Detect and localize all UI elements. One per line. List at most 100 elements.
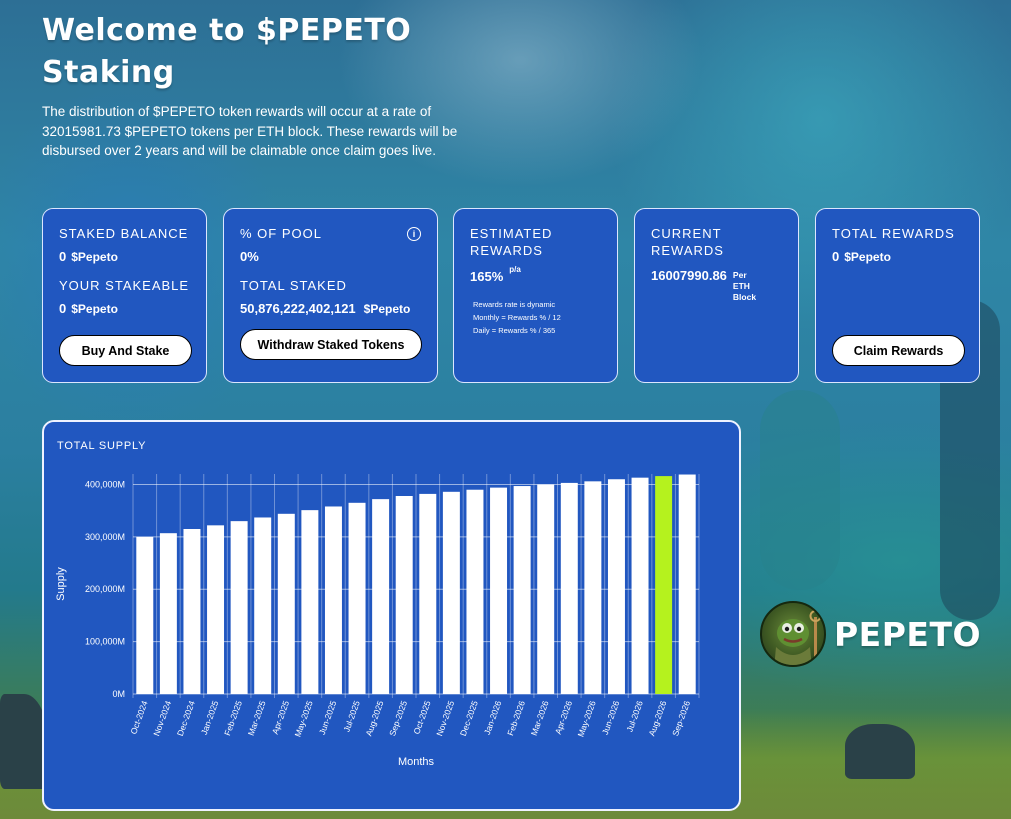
- x-tick-label: Aug-2025: [363, 699, 385, 737]
- chart-bar: [537, 484, 555, 694]
- chart-bar: [183, 529, 201, 694]
- chart-bar: [254, 517, 272, 694]
- chart-bar: [324, 506, 342, 694]
- chart-bar: [372, 499, 390, 694]
- brand: PEPETO: [760, 601, 981, 667]
- stakeable-amount: 0: [59, 301, 67, 316]
- total-supply-chart-card: TOTAL SUPPLY 0M 100,000M 200,000M 300,000M 4…: [42, 420, 741, 811]
- total-rewards-label: Total Rewards: [832, 226, 955, 241]
- chart-bar: [631, 477, 649, 694]
- x-tick-label: Sep-2025: [387, 699, 409, 737]
- y-tick-label: 200,000M: [85, 584, 125, 594]
- rewards-note-dynamic: Rewards rate is dynamic: [473, 300, 556, 309]
- rewards-note-monthly: Monthly = Rewards % / 12: [473, 313, 561, 322]
- chart-bar: [678, 474, 696, 694]
- current-rewards-per-block: Per ETH Block: [733, 270, 756, 303]
- estimated-rewards-label-line2: Rewards: [470, 243, 543, 258]
- page-title: Welcome to $PEPETO Staking: [42, 10, 411, 94]
- chart-bar: [466, 489, 484, 694]
- total-rewards-amount: 0: [832, 249, 840, 264]
- current-rewards-label-line2: Rewards: [651, 243, 724, 258]
- background-column: [760, 390, 840, 590]
- current-rewards-card: Current Rewards 16007990.86 Per ETH Bloc…: [634, 208, 799, 383]
- stakeable-label: Your Stakeable: [59, 278, 190, 293]
- page-title-line1: Welcome to $PEPETO: [42, 13, 412, 48]
- total-rewards-value: 0 $Pepeto: [832, 249, 963, 264]
- staked-balance-label: Staked Balance: [59, 226, 189, 241]
- chart-bar: [230, 521, 248, 694]
- x-tick-label: May-2026: [575, 699, 597, 738]
- chart-bar: [277, 513, 295, 694]
- x-tick-label: Sep-2026: [670, 699, 692, 737]
- y-tick-label: 300,000M: [85, 532, 125, 542]
- x-tick-label: Apr-2025: [270, 699, 291, 736]
- background-rock: [0, 694, 48, 789]
- x-tick-label: Oct-2024: [128, 699, 149, 736]
- page-title-line2: Staking: [42, 55, 175, 90]
- chart-bar: [513, 486, 531, 694]
- chart-bar: [560, 482, 578, 694]
- x-tick-label: Jan-2026: [482, 699, 504, 736]
- pool-card: % of Pool i 0% Total Staked 50,876,222,4…: [223, 208, 438, 383]
- chart-bar: [584, 481, 602, 694]
- chart-bar: [159, 533, 177, 694]
- chart-title: TOTAL SUPPLY: [57, 440, 147, 452]
- x-tick-label: Feb-2026: [505, 699, 527, 737]
- estimated-rewards-suffix: p/a: [509, 265, 521, 274]
- chart-bar: [442, 491, 460, 694]
- y-tick-label: 100,000M: [85, 637, 125, 647]
- page-description: The distribution of $PEPETO token reward…: [42, 104, 458, 158]
- x-tick-label: Feb-2025: [222, 699, 244, 737]
- stakeable-unit: $Pepeto: [71, 302, 118, 316]
- x-tick-label: Apr-2026: [553, 699, 574, 736]
- x-tick-label: Nov-2024: [151, 699, 173, 737]
- staked-balance-card: Staked Balance 0 $Pepeto Your Stakeable 0…: [42, 208, 207, 383]
- current-rewards-value-row: 16007990.86 Per ETH Block: [651, 268, 782, 303]
- estimated-rewards-value: 165% p/a: [470, 265, 601, 284]
- y-tick-label: 400,000M: [85, 479, 125, 489]
- current-rewards-value: 16007990.86: [651, 268, 727, 283]
- claim-rewards-button[interactable]: Claim Rewards: [832, 335, 965, 366]
- stakeable-value: 0 $Pepeto: [59, 301, 190, 316]
- staked-balance-unit: $Pepeto: [71, 250, 118, 264]
- x-tick-label: Jun-2026: [600, 699, 622, 736]
- chart-bar: [490, 487, 508, 694]
- total-supply-chart: 0M 100,000M 200,000M 300,000M 400,000M Oct-20…: [55, 474, 700, 768]
- info-icon[interactable]: i: [407, 227, 421, 241]
- brand-name: PEPETO: [834, 614, 982, 654]
- x-axis-label: Months: [398, 756, 435, 768]
- total-staked-value: 50,876,222,402,121 $Pepeto: [240, 301, 421, 316]
- x-tick-label: May-2025: [292, 699, 314, 738]
- current-rewards-label: Current Rewards: [651, 225, 782, 259]
- chart-bar: [348, 502, 366, 694]
- rewards-rate-notes: Rewards rate is dynamic Monthly = Reward…: [473, 298, 601, 337]
- per-label: Per: [732, 270, 747, 280]
- buy-and-stake-button[interactable]: Buy And Stake: [59, 335, 192, 366]
- total-staked-amount: 50,876,222,402,121: [240, 301, 356, 316]
- chart-bar: [607, 479, 625, 694]
- estimated-rewards-percent: 165%: [470, 269, 504, 284]
- withdraw-staked-tokens-button[interactable]: Withdraw Staked Tokens: [240, 329, 422, 360]
- x-tick-label: Dec-2024: [175, 699, 197, 737]
- eth-label: ETH: [732, 281, 750, 291]
- total-rewards-card: Total Rewards 0 $Pepeto Claim Rewards: [815, 208, 980, 383]
- x-tick-label: Oct-2025: [411, 699, 432, 736]
- x-tick-label: Jan-2025: [199, 699, 221, 736]
- x-tick-label: Jun-2025: [317, 699, 339, 736]
- x-tick-label: Dec-2025: [458, 699, 480, 737]
- chart-bar: [301, 510, 319, 694]
- estimated-rewards-label: Estimated Rewards: [470, 225, 601, 259]
- y-axis-label: Supply: [55, 567, 67, 601]
- x-tick-label: Aug-2026: [646, 699, 668, 737]
- current-rewards-label-line1: Current: [651, 226, 722, 241]
- estimated-rewards-label-line1: Estimated: [470, 226, 553, 241]
- pepe-logo-icon: [760, 601, 826, 667]
- total-staked-label: Total Staked: [240, 278, 347, 293]
- pool-percent-label: % of Pool: [240, 226, 322, 241]
- staked-balance-value: 0 $Pepeto: [59, 249, 190, 264]
- background-rock: [845, 724, 915, 779]
- x-tick-label: Jul-2026: [624, 699, 645, 733]
- estimated-rewards-card: Estimated Rewards 165% p/a Rewards rate i…: [453, 208, 618, 383]
- staked-balance-amount: 0: [59, 249, 67, 264]
- total-staked-unit: $Pepeto: [363, 302, 411, 316]
